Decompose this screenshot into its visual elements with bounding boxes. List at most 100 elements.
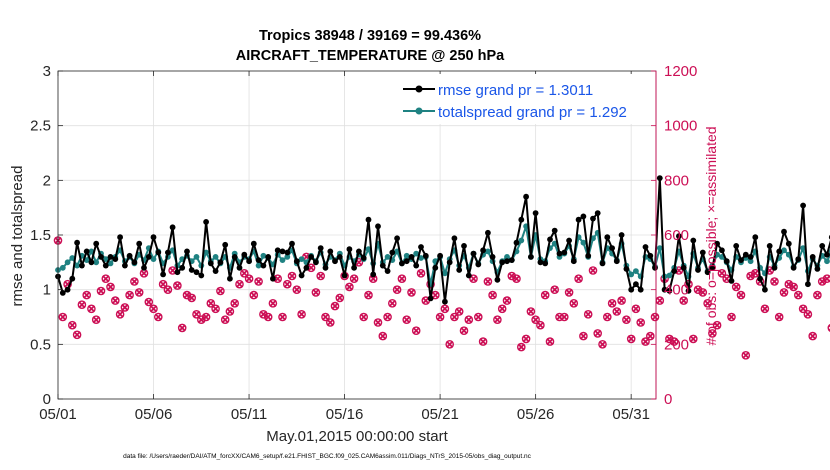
obs-count-series <box>53 236 830 360</box>
obs-possible-point <box>287 271 297 281</box>
obs-possible-point <box>297 309 306 319</box>
totalspread-point <box>298 256 305 262</box>
obs-possible-point <box>335 293 345 303</box>
rmse-point <box>523 193 529 200</box>
obs-possible-point <box>731 282 741 292</box>
obs-possible-point <box>244 274 254 284</box>
obs-possible-point <box>617 296 626 305</box>
rmse-point <box>676 233 682 240</box>
obs-possible-point <box>569 298 579 308</box>
obs-assimilated-point <box>369 275 377 283</box>
obs-assimilated-point <box>83 291 91 299</box>
obs-assimilated-point <box>326 318 334 327</box>
obs-assimilated-point <box>383 313 392 321</box>
obs-assimilated-point <box>216 287 225 295</box>
obs-possible-point <box>607 298 617 308</box>
rmse-point <box>666 287 673 294</box>
obs-assimilated-point <box>522 335 530 343</box>
obs-assimilated-point <box>126 291 134 299</box>
obs-assimilated-point <box>274 275 282 283</box>
rmse-point <box>699 249 706 256</box>
rmse-point <box>446 259 453 266</box>
obs-possible-point <box>239 268 249 278</box>
obs-possible-point <box>349 274 359 284</box>
obs-assimilated-point <box>656 296 664 305</box>
rmse-point <box>403 258 410 265</box>
obs-possible-point <box>378 331 388 341</box>
obs-possible-point <box>469 274 478 284</box>
obs-possible-point <box>588 266 598 275</box>
y-tick-label: 2.5 <box>30 118 51 135</box>
obs-assimilated-point <box>579 332 588 340</box>
legend-box <box>400 74 653 124</box>
obs-assimilated-point <box>465 316 473 324</box>
x-tick-label: 05/16 <box>326 406 364 423</box>
y2-tick-label: 1200 <box>664 63 697 80</box>
rmse-point <box>112 256 119 262</box>
rmse-point <box>604 234 611 241</box>
obs-assimilated-point <box>703 299 712 307</box>
rmse-point <box>656 175 663 182</box>
rmse-point <box>795 256 802 262</box>
rmse-point <box>456 267 463 273</box>
totalspread-point <box>93 259 100 266</box>
totalspread-point <box>800 245 806 252</box>
totalspread-point <box>633 268 639 274</box>
obs-assimilated-point <box>240 269 248 277</box>
obs-assimilated-point <box>407 288 416 297</box>
obs-possible-point <box>478 337 488 346</box>
obs-assimilated-point <box>809 332 817 340</box>
obs-assimilated-point <box>345 283 353 291</box>
obs-possible-point <box>454 307 464 316</box>
obs-possible-point <box>402 315 412 325</box>
totalspread-point <box>102 256 109 262</box>
obs-possible-point <box>206 298 216 308</box>
rmse-point <box>547 236 553 243</box>
rmse-point <box>399 260 405 267</box>
rmse-series <box>55 175 830 305</box>
obs-possible-point <box>665 334 674 344</box>
obs-possible-point <box>708 329 717 338</box>
obs-assimilated-point <box>574 275 583 283</box>
rmse-point <box>356 248 362 255</box>
obs-assimilated-point <box>746 272 755 280</box>
obs-assimilated-point <box>68 321 76 329</box>
obs-assimilated-point <box>527 307 535 316</box>
obs-assimilated-point <box>641 337 650 346</box>
obs-assimilated-point <box>183 291 191 299</box>
rmse-point <box>757 275 763 282</box>
obs-possible-point <box>703 298 712 308</box>
obs-assimilated-point <box>737 291 745 299</box>
rmse-point <box>499 259 506 266</box>
obs-assimilated-point <box>536 321 545 329</box>
obs-assimilated-point <box>446 340 454 348</box>
rmse-point <box>733 243 740 249</box>
rmse-point <box>599 260 606 267</box>
rmse-point <box>551 227 558 234</box>
rmse-point <box>824 251 830 258</box>
totalspread-point <box>747 258 754 265</box>
rmse-point <box>394 235 400 242</box>
totalspread-point <box>580 239 587 246</box>
rmse-point <box>461 243 467 249</box>
rmse-point <box>303 264 310 271</box>
rmse-point <box>332 258 338 265</box>
totalspread-point <box>518 237 525 244</box>
rmse-point <box>207 260 214 267</box>
rmse-point <box>236 264 243 271</box>
obs-possible-point <box>741 350 751 360</box>
rmse-point <box>470 250 477 257</box>
obs-assimilated-point <box>469 275 478 283</box>
obs-assimilated-point <box>823 275 830 283</box>
obs-possible-point <box>435 312 445 322</box>
obs-possible-point <box>220 315 230 325</box>
obs-assimilated-point <box>254 277 263 286</box>
obs-possible-point <box>545 337 555 346</box>
obs-possible-point <box>91 315 101 325</box>
rmse-point <box>227 275 233 282</box>
totalspread-point <box>150 256 157 262</box>
totalspread-point <box>284 254 291 260</box>
obs-assimilated-point <box>479 337 487 346</box>
obs-possible-point <box>115 309 125 319</box>
obs-possible-point <box>187 293 196 303</box>
